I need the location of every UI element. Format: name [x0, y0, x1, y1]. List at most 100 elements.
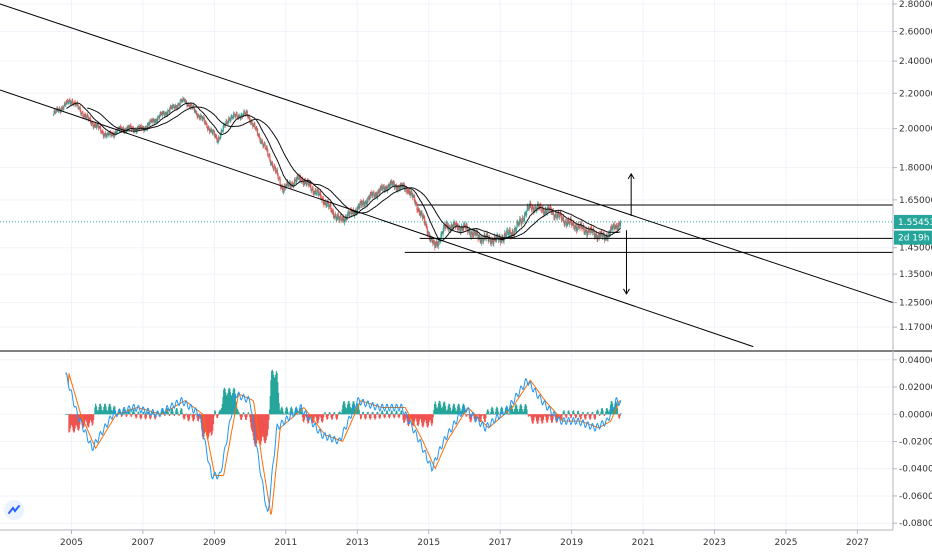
osc-histogram-bar [89, 414, 91, 421]
candle-body [55, 109, 57, 113]
candle-body [256, 129, 259, 135]
candle-body [458, 226, 460, 230]
osc-histogram-bar [233, 387, 235, 415]
osc-histogram-bar [568, 410, 570, 415]
osc-histogram-bar [349, 407, 351, 415]
candle-body [577, 224, 579, 229]
osc-histogram-bar [177, 411, 179, 415]
osc-histogram-bar [444, 402, 446, 415]
candle-body [260, 142, 262, 143]
osc-histogram-bar [182, 413, 184, 415]
candle-body [618, 223, 620, 225]
osc-histogram-bar [249, 414, 251, 417]
osc-histogram-bar [527, 414, 529, 417]
osc-histogram-bar [213, 414, 215, 417]
osc-histogram-bar [255, 414, 258, 444]
candle-body [235, 113, 237, 116]
candle-body [237, 116, 239, 119]
candle-body [575, 227, 578, 231]
candle-body [375, 193, 377, 195]
osc-histogram-bar [66, 414, 69, 415]
osc-histogram-bar [135, 414, 137, 419]
osc-histogram-bar [612, 407, 614, 415]
candle-body [186, 103, 188, 107]
osc-histogram-bar [149, 414, 151, 419]
osc-histogram-bar [535, 414, 538, 422]
candle-body [215, 135, 218, 138]
osc-histogram-bar [499, 411, 501, 415]
osc-histogram-bar [227, 389, 230, 415]
osc-histogram-bar [290, 406, 293, 415]
candle-body [101, 130, 103, 133]
osc-histogram-bar [553, 414, 555, 415]
osc-histogram-bar [209, 414, 211, 432]
osc-histogram-bar [145, 414, 147, 418]
osc-histogram-bar [436, 408, 438, 415]
osc-histogram-bar [350, 409, 352, 415]
candle-body [146, 125, 148, 130]
candle-body [562, 217, 565, 223]
candle-body [417, 208, 420, 211]
candle-body [384, 189, 386, 191]
candle-body [71, 100, 73, 102]
candle-body [432, 240, 435, 244]
osc-histogram-bar [561, 414, 564, 416]
osc-histogram-bar [340, 413, 342, 415]
osc-histogram-bar [140, 414, 143, 418]
candle-body [86, 114, 88, 117]
osc-histogram-bar [517, 411, 519, 415]
candle-body [433, 240, 435, 244]
candle-body [379, 187, 381, 193]
candle-body [387, 187, 389, 192]
candle-body [257, 134, 259, 137]
candle-body [488, 237, 490, 241]
osc-histogram-bar [143, 414, 145, 415]
candle-body [412, 195, 414, 198]
candle-body [548, 210, 550, 212]
osc-histogram-bar [278, 402, 280, 415]
candle-body [102, 130, 104, 134]
candle-body [445, 224, 447, 229]
osc-histogram-bar [585, 414, 587, 419]
osc-histogram-bar [466, 414, 469, 416]
osc-histogram-bar [542, 414, 545, 420]
candle-body [302, 181, 305, 186]
tradingview-logo-icon[interactable] [4, 500, 24, 520]
candle-body [259, 137, 261, 143]
candle-body [349, 209, 351, 215]
candle-body [534, 206, 536, 211]
candle-body [245, 111, 248, 113]
osc-histogram-bar [99, 403, 102, 415]
candle-body [236, 113, 238, 117]
osc-histogram-bar [537, 414, 539, 424]
candle-body [539, 205, 541, 206]
candle-body [616, 225, 618, 230]
osc-histogram-bar [432, 414, 434, 418]
osc-histogram-bar [531, 414, 533, 422]
candle-body [389, 181, 391, 187]
candle-body [447, 227, 449, 230]
osc-histogram-bar [246, 414, 248, 418]
candle-body [547, 206, 549, 209]
osc-histogram-bar [106, 409, 108, 415]
candle-body [127, 125, 129, 128]
candle-body [223, 123, 225, 126]
candle-body [551, 212, 553, 214]
osc-histogram-bar [109, 403, 111, 415]
osc-histogram-bar [226, 395, 228, 415]
osc-histogram-bar [222, 397, 224, 415]
osc-histogram-bar [339, 411, 341, 415]
candle-body [424, 223, 426, 226]
candle-body [288, 183, 290, 187]
osc-histogram-bar [588, 414, 590, 415]
osc-histogram-bar [391, 410, 393, 415]
osc-histogram-bar [522, 411, 524, 415]
candle-body [263, 143, 265, 145]
candle-body [246, 111, 248, 115]
candle-body [198, 115, 200, 116]
candle-body [376, 194, 378, 198]
osc-histogram-bar [590, 414, 592, 416]
osc-histogram-bar [363, 414, 365, 415]
osc-histogram-bar [552, 414, 554, 420]
candle-body [588, 232, 591, 234]
